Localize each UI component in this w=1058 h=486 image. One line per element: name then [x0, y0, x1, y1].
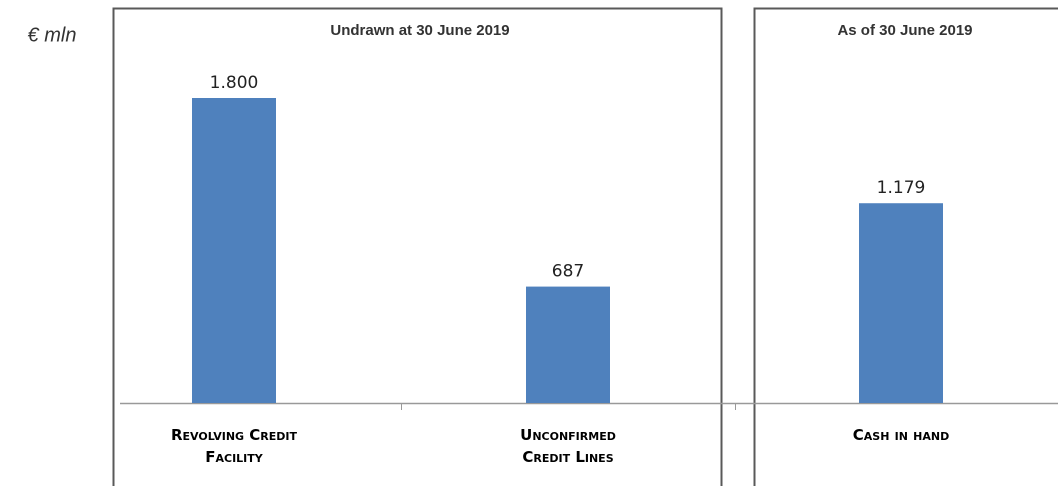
- bar: [192, 98, 276, 403]
- bar: [526, 286, 610, 403]
- data-label: 687: [552, 262, 584, 282]
- x-tick-label: Cash in hand: [852, 426, 950, 444]
- panel-title: Undrawn at 30 June 2019: [330, 22, 509, 39]
- bar: [859, 203, 943, 403]
- panel-frame: [753, 7, 1058, 486]
- data-label: 1.179: [877, 178, 926, 198]
- panel-title: As of 30 June 2019: [837, 22, 972, 39]
- data-label: 1.800: [210, 73, 259, 93]
- panel-frame: [112, 7, 723, 486]
- x-tick-label: Unconfirmed Credit Lines: [520, 426, 616, 466]
- y-axis-label: € mln: [28, 24, 77, 46]
- x-tick-label: Revolving Credit Facility: [170, 426, 297, 466]
